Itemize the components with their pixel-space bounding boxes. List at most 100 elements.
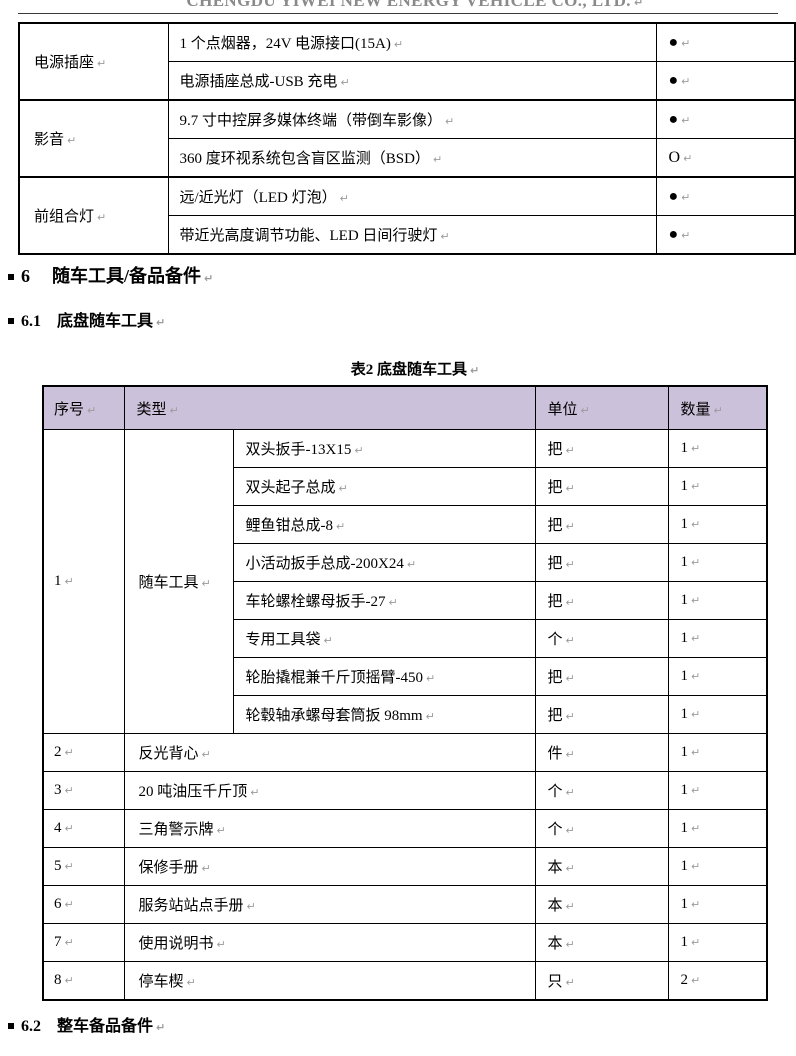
- unit-label: 件: [547, 746, 563, 762]
- table2-caption-text: 表2 底盘随车工具: [350, 362, 468, 378]
- qty-label: 1: [680, 478, 689, 494]
- item-cell: 轮胎撬棍兼千斤顶摇臂-450 ↵: [232, 657, 536, 696]
- qty-cell: 1 ↵: [667, 847, 768, 886]
- table-row: 6 ↵ 服务站站点手册 ↵ 本 ↵ 1 ↵: [42, 885, 768, 924]
- return-mark-icon: ↵: [339, 192, 349, 205]
- item-label: 远/近光灯（LED 灯泡）: [179, 190, 337, 206]
- return-mark-icon: ↵: [713, 403, 723, 417]
- return-mark-icon: ↵: [633, 0, 644, 9]
- return-mark-icon: ↵: [683, 151, 693, 165]
- return-mark-icon: ↵: [691, 936, 701, 949]
- item-cell: 轮毂轴承螺母套筒扳 98mm ↵: [232, 695, 536, 734]
- return-mark-icon: ↵: [64, 822, 74, 835]
- no-label: 7: [54, 934, 62, 950]
- return-mark-icon: ↵: [565, 672, 575, 685]
- return-mark-icon: ↵: [201, 862, 211, 875]
- item-label: 专用工具袋: [245, 632, 321, 648]
- availability-cell: ● ↵: [655, 61, 796, 101]
- return-mark-icon: ↵: [691, 594, 701, 607]
- unit-label: 本: [547, 860, 563, 876]
- item-label: 三角警示牌: [138, 822, 214, 838]
- qty-label: 1: [680, 782, 689, 798]
- table-row: 影音 ↵ 9.7 寸中控屏多媒体终端（带倒车影像） ↵ ● ↵: [18, 99, 796, 178]
- section-heading-6: 6 随车工具/备品备件 ↵: [8, 262, 213, 288]
- return-mark-icon: ↵: [691, 442, 701, 455]
- qty-label: 1: [680, 820, 689, 836]
- table-row: 电源插座 ↵ 1 个点烟器，24V 电源接口(15A) ↵ ● ↵: [18, 22, 796, 101]
- unit-label: 把: [547, 442, 563, 458]
- qty-cell: 1 ↵: [667, 467, 768, 506]
- return-mark-icon: ↵: [201, 748, 211, 761]
- no-cell: 7 ↵: [42, 923, 125, 962]
- item-cell: 三角警示牌 ↵: [123, 809, 536, 848]
- unit-cell: 只 ↵: [534, 961, 669, 1001]
- unit-label: 个: [547, 822, 563, 838]
- return-mark-icon: ↵: [64, 898, 74, 911]
- qty-cell: 1 ↵: [667, 581, 768, 620]
- header-qty: 数量 ↵: [667, 385, 768, 430]
- qty-cell: 1 ↵: [667, 619, 768, 658]
- qty-label: 1: [680, 896, 689, 912]
- qty-label: 1: [680, 858, 689, 874]
- qty-label: 1: [680, 516, 689, 532]
- unit-label: 本: [547, 936, 563, 952]
- item-cell: 双头起子总成 ↵: [232, 467, 536, 506]
- qty-cell: 1 ↵: [667, 505, 768, 544]
- filled-circle-icon: ●: [668, 110, 679, 128]
- section-heading-6-1: 6.1 底盘随车工具 ↵: [8, 307, 165, 331]
- filled-circle-icon: ●: [668, 187, 679, 205]
- table-row: 8 ↵ 停车楔 ↵ 只 ↵ 2 ↵: [42, 961, 768, 1001]
- return-mark-icon: ↵: [681, 228, 691, 242]
- return-mark-icon: ↵: [64, 974, 74, 987]
- table-row: 1 ↵ 随车工具 ↵ 双头扳手-13X15 ↵ 把 ↵ 1 ↵: [42, 429, 768, 734]
- header-label: 类型: [136, 401, 167, 418]
- qty-label: 1: [680, 934, 689, 950]
- unit-label: 把: [547, 708, 563, 724]
- return-mark-icon: ↵: [445, 115, 455, 128]
- return-mark-icon: ↵: [64, 746, 74, 759]
- no-label: 1: [54, 573, 62, 589]
- return-mark-icon: ↵: [354, 444, 364, 457]
- item-cell: 使用说明书 ↵: [123, 923, 536, 962]
- unit-cell: 把 ↵: [534, 581, 669, 620]
- return-mark-icon: ↵: [406, 558, 417, 571]
- item-label: 车轮螺栓螺母扳手-27: [245, 594, 386, 610]
- return-mark-icon: ↵: [156, 1021, 166, 1034]
- return-mark-icon: ↵: [691, 974, 701, 987]
- qty-cell: 1 ↵: [667, 733, 768, 772]
- item-cell: 停车楔 ↵: [123, 961, 536, 1001]
- no-cell: 2 ↵: [42, 733, 125, 772]
- item-label: 360 度环视系统包含盲区监测（BSD）: [179, 151, 430, 167]
- table-row: 4 ↵ 三角警示牌 ↵ 个 ↵ 1 ↵: [42, 809, 768, 848]
- return-mark-icon: ↵: [565, 520, 575, 533]
- table-row: 360 度环视系统包含盲区监测（BSD） ↵ O ↵: [19, 138, 796, 178]
- return-mark-icon: ↵: [246, 900, 256, 913]
- return-mark-icon: ↵: [393, 38, 404, 51]
- qty-label: 1: [680, 630, 689, 646]
- return-mark-icon: ↵: [691, 632, 701, 645]
- equipment-availability-table: 电源插座 ↵ 1 个点烟器，24V 电源接口(15A) ↵ ● ↵ 电源插座总成-US…: [18, 22, 796, 255]
- return-mark-icon: ↵: [681, 36, 691, 50]
- section-title: 底盘随车工具: [57, 313, 154, 330]
- header-no: 序号 ↵: [42, 385, 125, 430]
- item-label: 20 吨油压千斤顶: [138, 784, 248, 800]
- return-mark-icon: ↵: [87, 403, 97, 417]
- category-cell: 影音 ↵: [18, 99, 169, 178]
- company-header-text: CHENGDU YIWEI NEW ENERGY VEHICLE CO., LT…: [186, 0, 631, 10]
- return-mark-icon: ↵: [565, 596, 575, 609]
- return-mark-icon: ↵: [691, 518, 701, 531]
- table-row: 前组合灯 ↵ 远/近光灯（LED 灯泡） ↵ ● ↵: [18, 176, 796, 255]
- return-mark-icon: ↵: [565, 786, 575, 799]
- qty-cell: 1 ↵: [667, 771, 768, 810]
- availability-cell: O ↵: [655, 138, 796, 178]
- item-cell: 小活动扳手总成-200X24 ↵: [232, 543, 536, 582]
- item-label: 反光背心: [138, 746, 199, 762]
- table-row: 5 ↵ 保修手册 ↵ 本 ↵ 1 ↵: [42, 847, 768, 886]
- unit-cell: 个 ↵: [534, 809, 669, 848]
- no-cell: 3 ↵: [42, 771, 125, 810]
- qty-label: 1: [680, 744, 689, 760]
- no-label: 3: [54, 782, 62, 798]
- return-mark-icon: ↵: [64, 936, 74, 949]
- return-mark-icon: ↵: [323, 634, 333, 647]
